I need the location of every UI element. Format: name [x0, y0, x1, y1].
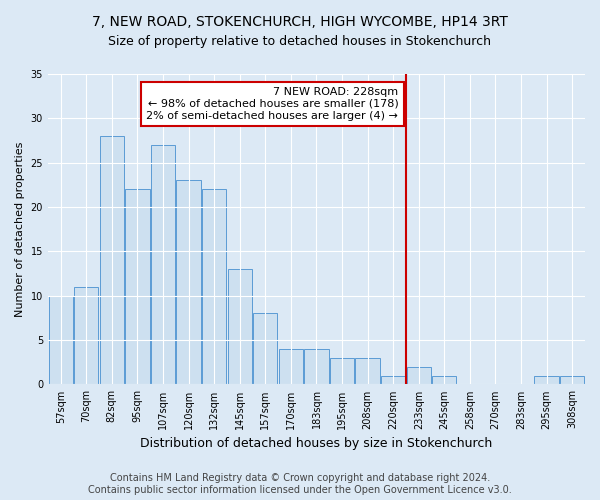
- Bar: [49, 296, 73, 384]
- Bar: [100, 136, 124, 384]
- Bar: [304, 349, 329, 384]
- Bar: [330, 358, 354, 384]
- Bar: [253, 314, 277, 384]
- Bar: [125, 190, 149, 384]
- X-axis label: Distribution of detached houses by size in Stokenchurch: Distribution of detached houses by size …: [140, 437, 493, 450]
- Bar: [535, 376, 559, 384]
- Bar: [202, 190, 226, 384]
- Text: Size of property relative to detached houses in Stokenchurch: Size of property relative to detached ho…: [109, 35, 491, 48]
- Bar: [151, 145, 175, 384]
- Bar: [381, 376, 406, 384]
- Bar: [560, 376, 584, 384]
- Y-axis label: Number of detached properties: Number of detached properties: [15, 142, 25, 317]
- Bar: [227, 269, 252, 384]
- Text: 7 NEW ROAD: 228sqm
← 98% of detached houses are smaller (178)
2% of semi-detache: 7 NEW ROAD: 228sqm ← 98% of detached hou…: [146, 88, 398, 120]
- Bar: [432, 376, 457, 384]
- Bar: [279, 349, 303, 384]
- Bar: [407, 366, 431, 384]
- Bar: [176, 180, 201, 384]
- Text: 7, NEW ROAD, STOKENCHURCH, HIGH WYCOMBE, HP14 3RT: 7, NEW ROAD, STOKENCHURCH, HIGH WYCOMBE,…: [92, 15, 508, 29]
- Bar: [355, 358, 380, 384]
- Text: Contains HM Land Registry data © Crown copyright and database right 2024.
Contai: Contains HM Land Registry data © Crown c…: [88, 474, 512, 495]
- Bar: [74, 287, 98, 384]
